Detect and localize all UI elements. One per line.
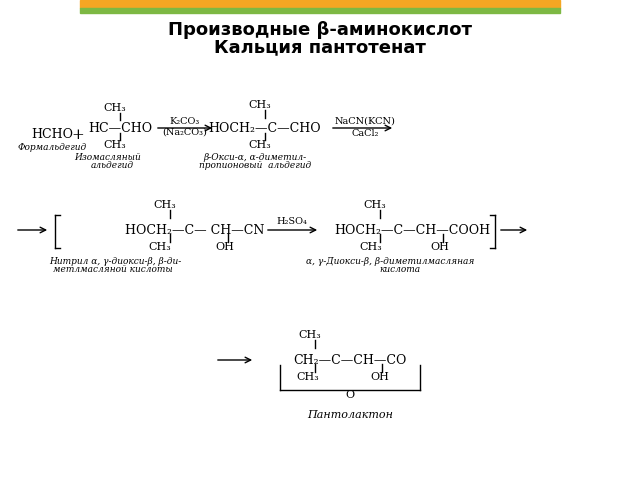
Text: HCHO: HCHO — [31, 129, 73, 142]
Bar — [80, 8, 560, 13]
Text: CH₃: CH₃ — [296, 372, 319, 382]
Text: β-Окси-α, α-диметил-: β-Окси-α, α-диметил- — [204, 154, 307, 163]
Text: O: O — [346, 390, 355, 400]
Text: CaCl₂: CaCl₂ — [351, 129, 379, 137]
Text: кислота: кислота — [380, 265, 420, 275]
Text: +: + — [72, 128, 84, 142]
Text: H₂SO₄: H₂SO₄ — [276, 217, 307, 227]
Text: NaCN(KCN): NaCN(KCN) — [335, 117, 396, 125]
Text: CH₃: CH₃ — [148, 242, 172, 252]
Text: Изомасляный: Изомасляный — [75, 154, 141, 163]
Text: CH₃: CH₃ — [299, 330, 321, 340]
Text: CH₃: CH₃ — [248, 100, 271, 110]
Text: OH: OH — [431, 242, 449, 252]
Text: CH₃: CH₃ — [154, 200, 177, 210]
Text: альдегид: альдегид — [90, 161, 134, 170]
Text: метлмасляной кислоты: метлмасляной кислоты — [53, 265, 173, 275]
Bar — [80, 0, 560, 8]
Text: OH: OH — [216, 242, 234, 252]
Text: HOCH₂—C— CH—CN: HOCH₂—C— CH—CN — [125, 224, 265, 237]
Text: Кальция пантотенат: Кальция пантотенат — [214, 38, 426, 56]
Text: CH₂—C—CH—CO: CH₂—C—CH—CO — [293, 353, 406, 367]
Text: Формальдегид: Формальдегид — [17, 144, 86, 153]
Text: Производные β-аминокислот: Производные β-аминокислот — [168, 21, 472, 39]
Text: CH₃: CH₃ — [104, 103, 126, 113]
Text: пропионовый  альдегид: пропионовый альдегид — [199, 161, 311, 170]
Text: α, γ-Диокси-β, β-диметилмасляная: α, γ-Диокси-β, β-диметилмасляная — [306, 257, 474, 266]
Text: CH₃: CH₃ — [364, 200, 387, 210]
Text: Пантолактон: Пантолактон — [307, 410, 393, 420]
Text: CH₃: CH₃ — [360, 242, 382, 252]
Text: HOCH₂—C—CH—COOH: HOCH₂—C—CH—COOH — [334, 224, 490, 237]
Text: K₂CO₃: K₂CO₃ — [170, 118, 200, 127]
Text: HC—CHO: HC—CHO — [88, 121, 152, 134]
Text: Нитрил α, γ-диокси-β, β-ди-: Нитрил α, γ-диокси-β, β-ди- — [49, 257, 181, 266]
Text: OH: OH — [371, 372, 389, 382]
Text: CH₃: CH₃ — [104, 140, 126, 150]
Text: HOCH₂—C—CHO: HOCH₂—C—CHO — [209, 121, 321, 134]
Text: CH₃: CH₃ — [248, 140, 271, 150]
Text: (Na₂CO₃): (Na₂CO₃) — [163, 128, 207, 136]
